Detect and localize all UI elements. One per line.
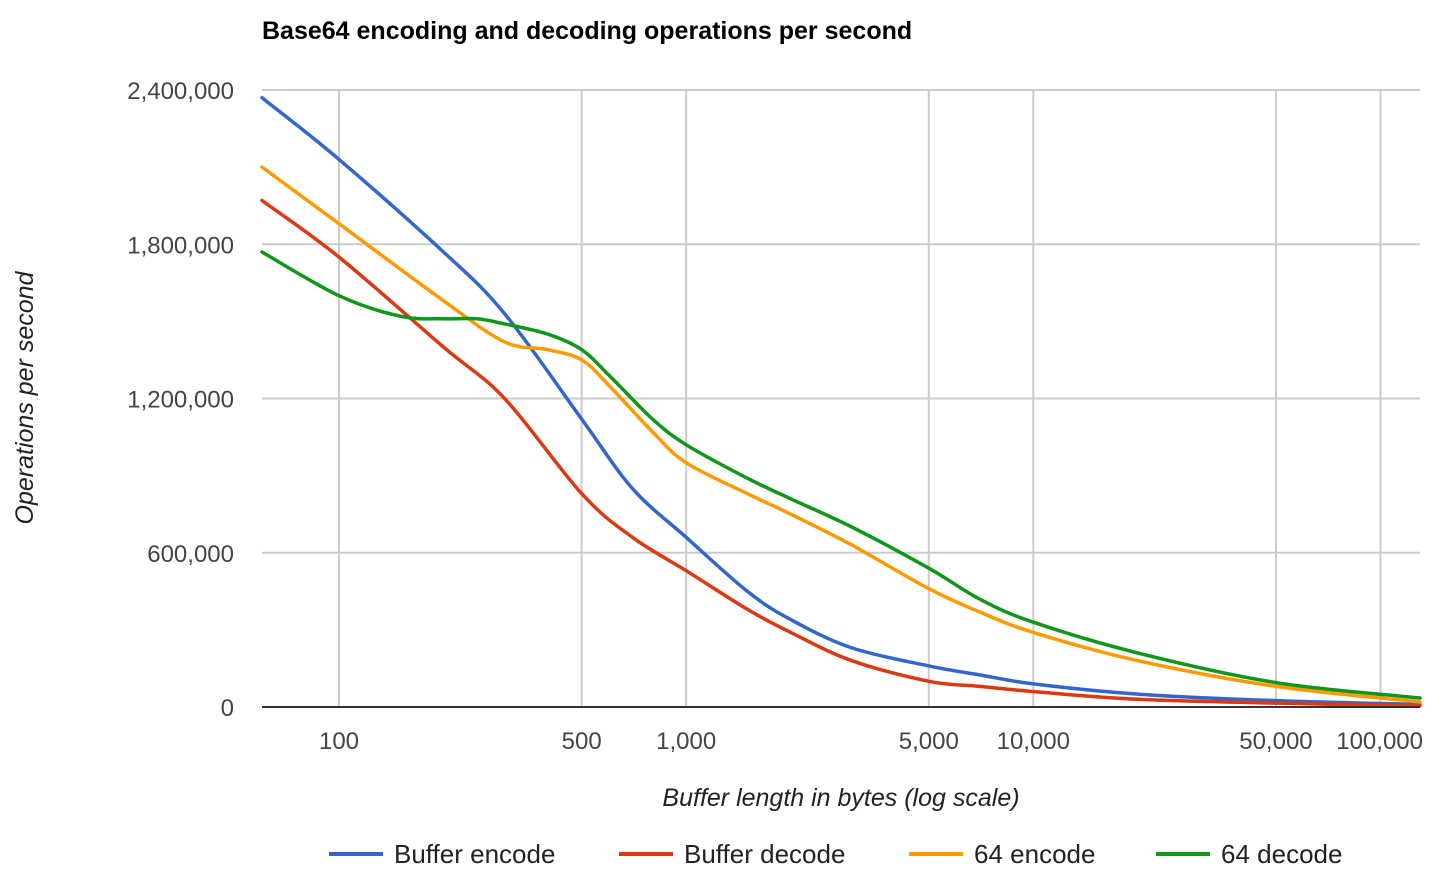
- series-line-buffer-encode: [260, 95, 1422, 707]
- x-tick-label: 500: [562, 728, 602, 755]
- y-tick-label: 600,000: [147, 541, 234, 568]
- series-layer: [260, 95, 1422, 708]
- grid-layer: [262, 89, 1420, 707]
- x-tick-label: 50,000: [1239, 728, 1312, 755]
- legend-label: Buffer decode: [684, 839, 845, 869]
- x-tick-label: 5,000: [899, 728, 959, 755]
- series-line-64-decode: [260, 250, 1422, 700]
- legend-item-64-decode: 64 decode: [1156, 839, 1342, 869]
- legend-label: Buffer encode: [394, 839, 555, 869]
- axis-layer: 0 600,000 1,200,000 1,800,000 2,400,000 100 50…: [127, 78, 1423, 755]
- series-line-buffer-decode: [260, 198, 1422, 708]
- x-tick-label: 100,000: [1336, 728, 1423, 755]
- y-tick-label: 2,400,000: [127, 78, 234, 105]
- y-tick-label: 1,800,000: [127, 232, 234, 259]
- legend-label: 64 encode: [974, 839, 1095, 869]
- legend-item-buffer-decode: Buffer decode: [619, 839, 845, 869]
- y-tick-label: 1,200,000: [127, 387, 234, 414]
- x-tick-label: 100: [319, 728, 359, 755]
- legend-item-64-encode: 64 encode: [909, 839, 1095, 869]
- legend-item-buffer-encode: Buffer encode: [329, 839, 555, 869]
- legend-label: 64 decode: [1221, 839, 1342, 869]
- legend: Buffer encode Buffer decode 64 encode 64 de…: [329, 839, 1342, 869]
- y-axis-title: Operations per second: [11, 270, 39, 524]
- series-line-64-encode: [260, 165, 1422, 704]
- x-tick-label: 10,000: [997, 728, 1070, 755]
- chart-title: Base64 encoding and decoding operations …: [262, 17, 912, 45]
- y-tick-label: 0: [221, 695, 234, 722]
- x-axis-title: Buffer length in bytes (log scale): [662, 784, 1019, 812]
- x-tick-label: 1,000: [656, 728, 716, 755]
